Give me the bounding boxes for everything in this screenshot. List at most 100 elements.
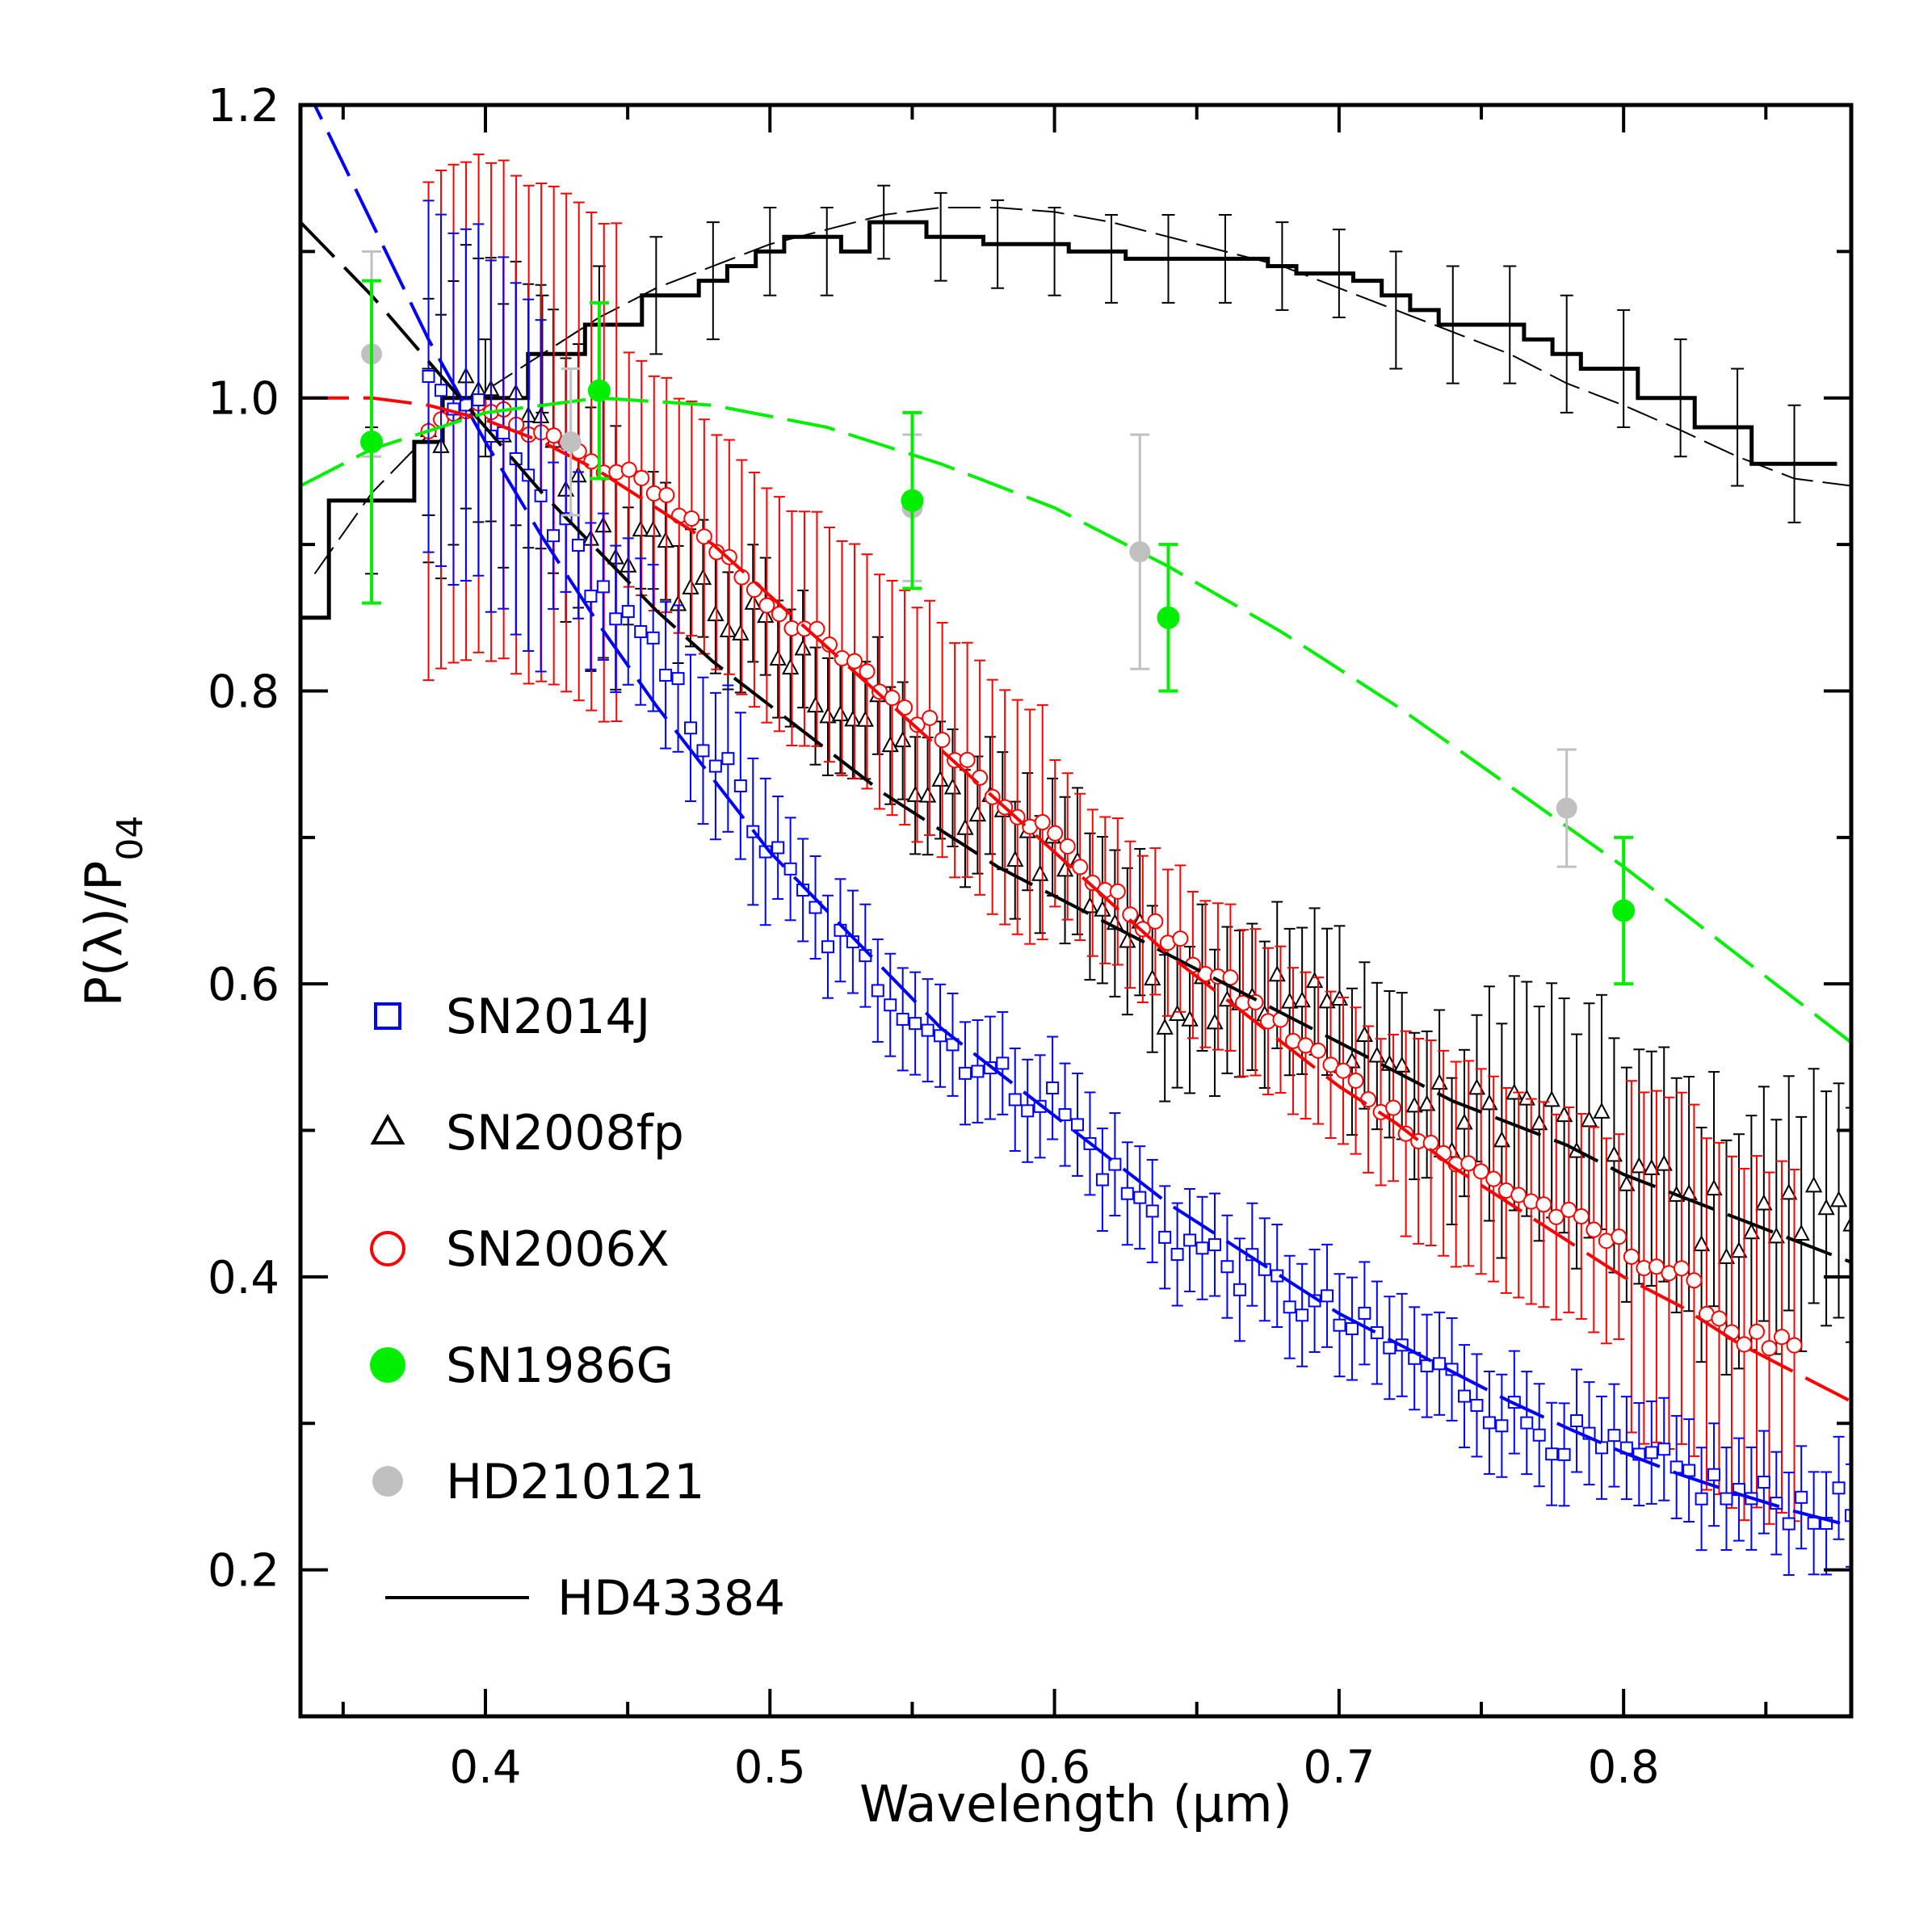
data-point [1786, 1337, 1803, 1354]
data-point [1593, 1102, 1611, 1119]
data-point [1072, 859, 1089, 876]
legend-item: SN2006X [370, 1221, 670, 1278]
data-point [1612, 899, 1636, 922]
legend-label: HD43384 [557, 1570, 785, 1627]
data-point [1717, 1247, 1736, 1264]
data-point [1711, 1310, 1728, 1327]
data-point [571, 539, 585, 552]
data-point [808, 901, 822, 914]
data-point [1120, 1186, 1134, 1200]
data-point [459, 398, 472, 412]
data-point [901, 489, 924, 512]
data-point [434, 384, 447, 397]
legend-item: SN2014J [374, 989, 650, 1045]
data-point [1321, 1289, 1334, 1303]
data-point [1420, 1359, 1434, 1373]
y-tick-label: 0.8 [208, 666, 279, 718]
data-point [1006, 850, 1024, 867]
sn2014j-fit-curve [313, 105, 1851, 1528]
data-point [996, 1056, 1010, 1070]
data-point [1557, 1447, 1571, 1461]
data-point [931, 770, 949, 787]
data-point [1145, 1204, 1159, 1218]
data-point [1059, 838, 1076, 855]
data-point [682, 578, 699, 594]
data-point [1109, 883, 1126, 900]
axis-ticks [300, 103, 1851, 1718]
data-point [934, 732, 951, 749]
data-point [1058, 1108, 1072, 1122]
data-point [1133, 1191, 1147, 1204]
data-point [1047, 825, 1064, 842]
data-point [596, 580, 610, 594]
data-point [1156, 1018, 1174, 1035]
data-point [1472, 1163, 1489, 1180]
data-point [881, 736, 899, 753]
data-point [943, 778, 962, 795]
data-point [1220, 1260, 1234, 1274]
sn2014j-points [422, 200, 1851, 1577]
data-point [708, 759, 722, 773]
data-point [696, 744, 710, 758]
data-point [1560, 1201, 1577, 1218]
data-point [1580, 1111, 1598, 1128]
data-point [1807, 1516, 1821, 1530]
data-point [1208, 1238, 1221, 1252]
data-point [1586, 1221, 1602, 1238]
legend-item: SN1986G [370, 1338, 674, 1394]
data-point [1296, 1308, 1309, 1322]
plot-frame [298, 103, 1854, 1719]
legend: SN2014J SN2008fp SN2006X SN1986G HD210121 HD4… [370, 989, 785, 1627]
data-point [1742, 1223, 1761, 1240]
data-point [1573, 1208, 1590, 1224]
data-point [1630, 1157, 1648, 1174]
data-point [733, 779, 747, 792]
data-point [1607, 1429, 1621, 1443]
data-point [1548, 1208, 1564, 1225]
data-point [846, 653, 863, 670]
data-point [1095, 1173, 1109, 1186]
data-point [896, 1012, 909, 1026]
data-point [744, 593, 762, 610]
data-point [1031, 864, 1049, 881]
data-point [609, 612, 623, 626]
data-point [1470, 1398, 1484, 1412]
data-point [1611, 1228, 1628, 1245]
data-point [1623, 1248, 1640, 1265]
data-point [547, 529, 561, 543]
legend-label: SN1986G [446, 1338, 674, 1394]
data-point [1520, 1416, 1534, 1430]
data-point [1705, 1179, 1723, 1196]
data-point [1158, 1230, 1172, 1244]
data-point [695, 528, 712, 545]
data-point [732, 624, 750, 640]
data-point [683, 510, 700, 527]
data-point [1695, 1492, 1708, 1506]
data-point [771, 841, 785, 855]
data-point [1345, 1322, 1359, 1336]
data-point [1648, 1258, 1665, 1275]
data-point [694, 568, 712, 586]
data-point [922, 709, 939, 726]
data-point [968, 804, 987, 822]
tick-labels: 0.4 0.5 0.6 0.7 0.8 0.2 0.4 0.6 0.8 1.0 1.2 [208, 80, 1660, 1794]
sn2008fp-fit-curve [300, 220, 1851, 1264]
data-point [918, 786, 937, 803]
y-tick-label: 1.2 [208, 80, 279, 132]
legend-marker [370, 1231, 405, 1266]
data-point [1172, 930, 1189, 947]
data-point [1845, 1509, 1851, 1522]
data-point [1510, 1186, 1527, 1203]
data-point [871, 984, 884, 998]
data-point [934, 1029, 947, 1043]
data-point [844, 710, 862, 727]
data-point [360, 430, 384, 454]
legend-label: HD210121 [446, 1454, 704, 1510]
data-point [644, 520, 662, 537]
data-point [1056, 860, 1074, 877]
data-point [1385, 1099, 1402, 1116]
data-point [1046, 1082, 1060, 1095]
y-tick-label: 0.6 [208, 959, 279, 1011]
data-point [1310, 1042, 1327, 1059]
